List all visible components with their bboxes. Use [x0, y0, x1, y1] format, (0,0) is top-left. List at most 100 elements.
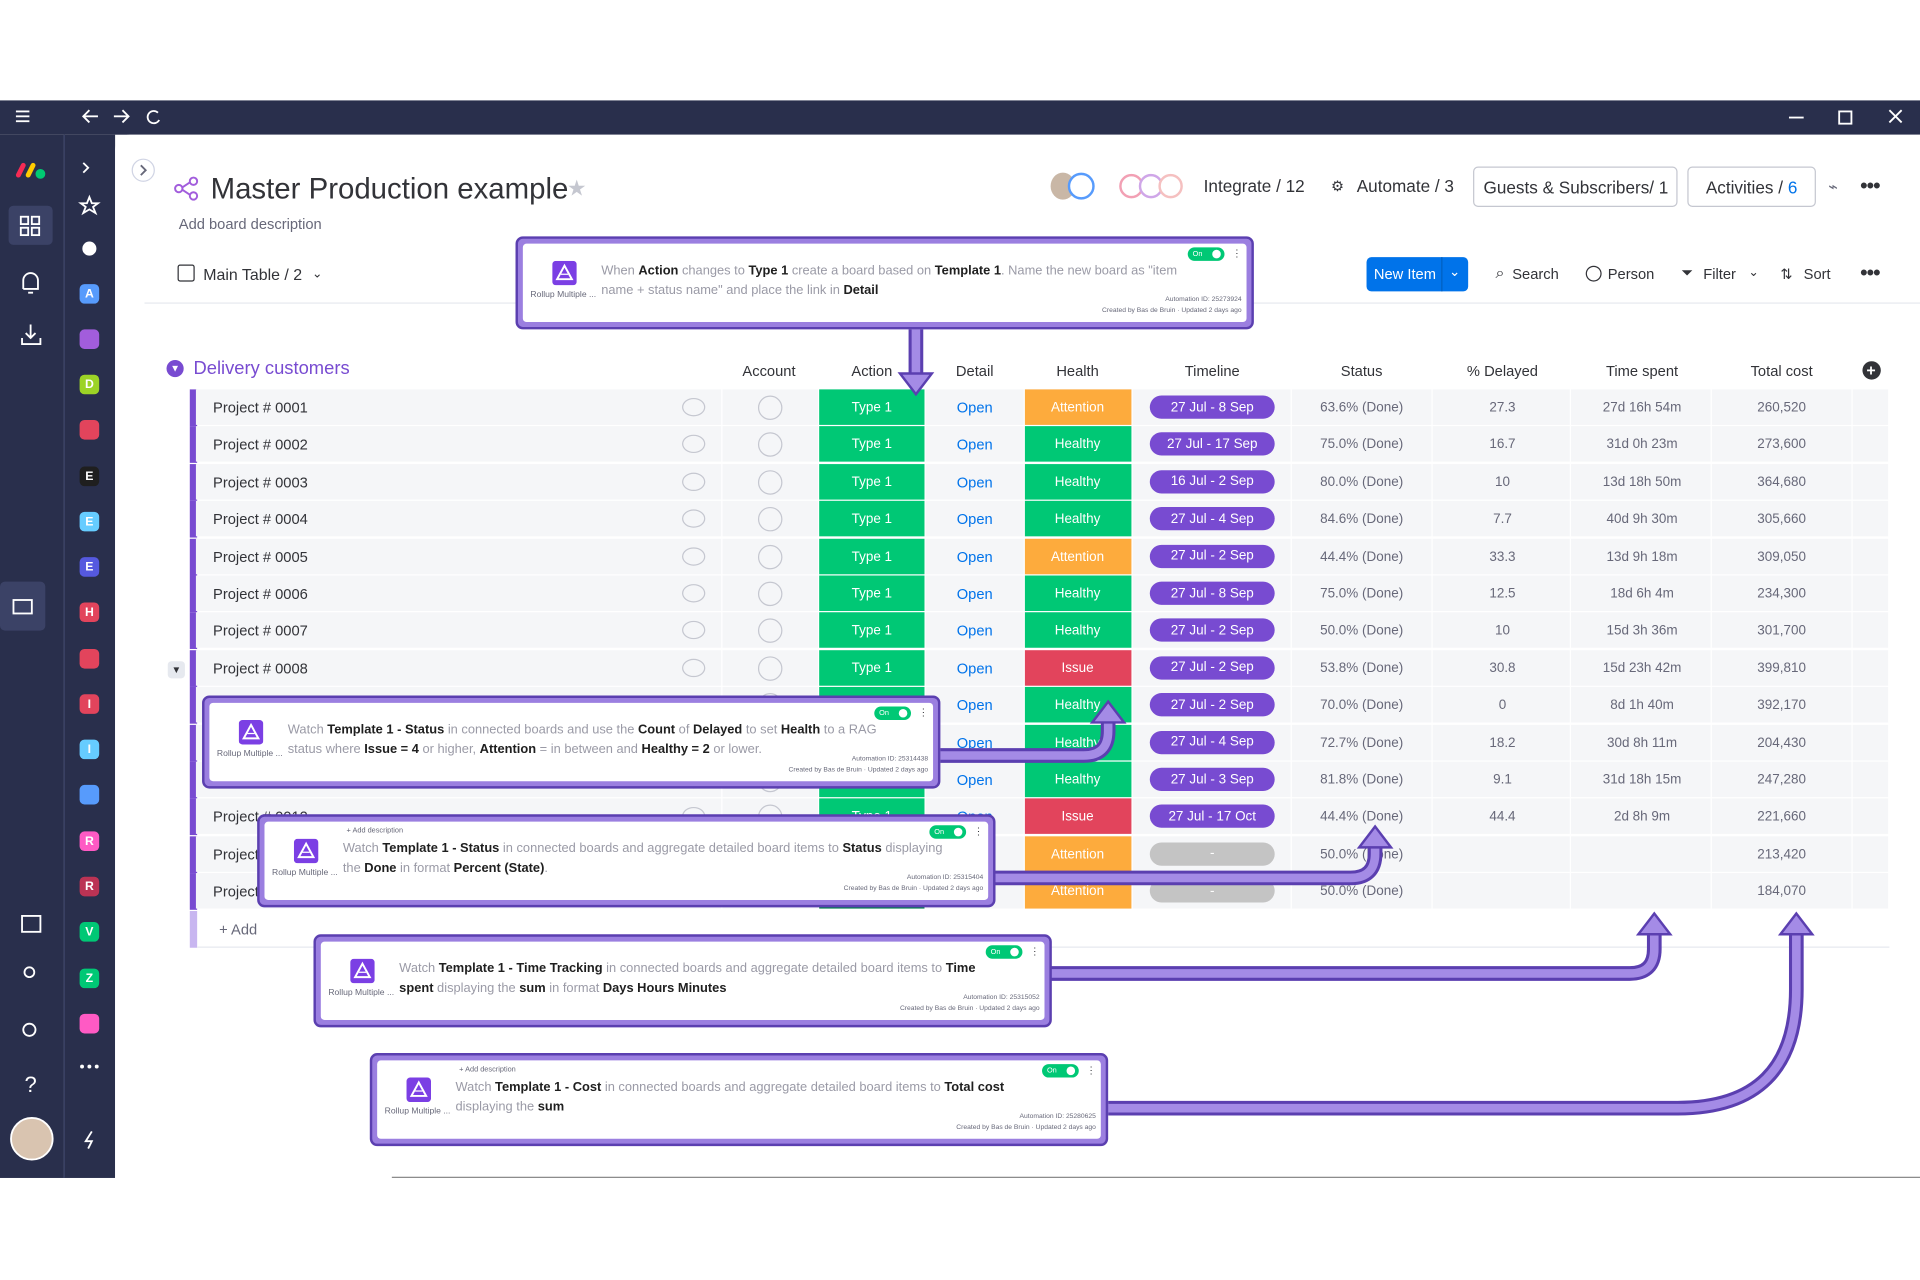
action-cell[interactable]: [819, 501, 925, 537]
detail-link[interactable]: Open: [956, 548, 993, 566]
health-label[interactable]: Attention: [1050, 549, 1105, 564]
status-text[interactable]: 72.7% (Done): [1320, 735, 1404, 751]
health-label[interactable]: Issue: [1061, 660, 1094, 676]
timeline-pill[interactable]: -: [1149, 842, 1275, 866]
status-text[interactable]: 50.0% (Done): [1320, 884, 1404, 900]
health-cell[interactable]: [1024, 612, 1132, 649]
account-avatar[interactable]: [757, 618, 783, 644]
item-name[interactable]: Project # 0008: [213, 659, 308, 677]
item-name[interactable]: Project # 0002: [213, 436, 308, 454]
item-name[interactable]: Project # 0005: [213, 548, 308, 566]
forward-icon[interactable]: [113, 109, 130, 124]
update-icon[interactable]: [682, 621, 706, 640]
action-cell[interactable]: [819, 426, 925, 463]
detail-link[interactable]: Open: [956, 399, 993, 417]
timeline-pill[interactable]: 27 Jul - 17 Oct: [1149, 804, 1275, 829]
health-label[interactable]: Issue: [1061, 809, 1094, 825]
person-icon[interactable]: [1585, 265, 1602, 282]
table-row[interactable]: [189, 463, 1890, 501]
timeline-pill[interactable]: 27 Jul - 2 Sep: [1149, 656, 1275, 680]
status-text[interactable]: 75.0% (Done): [1320, 437, 1404, 453]
filter-chevron[interactable]: ⌄: [1748, 266, 1759, 280]
health-cell[interactable]: [1024, 463, 1132, 500]
workspace-icon[interactable]: E: [79, 557, 100, 577]
search-icon[interactable]: [22, 1022, 37, 1037]
action-cell[interactable]: [819, 575, 925, 612]
favorite-star[interactable]: ★: [566, 175, 587, 201]
card-menu[interactable]: ⋮: [1086, 1064, 1096, 1076]
toggle[interactable]: On: [874, 706, 912, 721]
board-menu[interactable]: •••: [1860, 173, 1881, 198]
action-label[interactable]: Type 1: [851, 512, 893, 527]
status-text[interactable]: 44.4% (Done): [1320, 549, 1404, 564]
status-text[interactable]: 53.8% (Done): [1320, 660, 1404, 676]
card-menu[interactable]: ⋮: [918, 707, 929, 719]
update-icon[interactable]: [682, 658, 706, 677]
item-name[interactable]: Project # 0006: [213, 585, 308, 603]
health-label[interactable]: Healthy: [1054, 437, 1101, 453]
home-icon[interactable]: [8, 205, 53, 245]
action-cell[interactable]: [819, 463, 925, 500]
ws-icon-shield[interactable]: [79, 648, 100, 669]
action-cell[interactable]: [819, 612, 925, 649]
column-header[interactable]: Health: [1056, 362, 1099, 380]
sort-button[interactable]: Sort: [1803, 265, 1831, 283]
workspace-icon[interactable]: V: [79, 922, 100, 942]
toggle[interactable]: On: [929, 825, 967, 839]
workspace-icon[interactable]: I: [79, 739, 100, 760]
health-label[interactable]: Attention: [1050, 847, 1105, 862]
avatar[interactable]: [10, 1117, 54, 1161]
view-tab[interactable]: Main Table / 2: [203, 265, 303, 284]
timeline-pill[interactable]: 27 Jul - 2 Sep: [1149, 618, 1275, 643]
update-icon[interactable]: [682, 584, 706, 603]
new-item-button[interactable]: New Item ⌄: [1366, 257, 1469, 292]
automation-card[interactable]: Rollup Multiple ... + Add description Watc…: [369, 1053, 1109, 1147]
update-icon[interactable]: [682, 546, 706, 566]
update-icon[interactable]: [682, 397, 706, 417]
health-cell[interactable]: [1024, 538, 1132, 574]
workspace-icon[interactable]: R: [79, 831, 100, 852]
health-cell[interactable]: [1024, 761, 1132, 798]
item-name[interactable]: Project #: [213, 883, 272, 901]
health-cell[interactable]: [1024, 649, 1132, 686]
health-label[interactable]: Healthy: [1054, 474, 1101, 490]
table-row[interactable]: [189, 612, 1890, 650]
close-icon[interactable]: [1888, 109, 1903, 124]
health-label[interactable]: Healthy: [1054, 586, 1101, 602]
detail-link[interactable]: Open: [956, 696, 993, 715]
health-label[interactable]: Attention: [1050, 884, 1105, 900]
health-cell[interactable]: [1024, 501, 1132, 537]
detail-link[interactable]: Open: [956, 771, 993, 789]
board-description[interactable]: Add board description: [178, 215, 322, 233]
workspace-icon[interactable]: I: [79, 694, 100, 714]
search-button[interactable]: Search: [1512, 265, 1559, 283]
filter-icon[interactable]: ⏷: [1681, 263, 1694, 282]
inbox-icon[interactable]: [21, 324, 42, 346]
status-text[interactable]: 80.0% (Done): [1320, 474, 1404, 490]
back-icon[interactable]: [81, 109, 98, 124]
action-label[interactable]: Type 1: [851, 549, 893, 564]
table-row[interactable]: [189, 389, 1890, 427]
new-item-chevron[interactable]: ⌄: [1449, 265, 1461, 280]
add-description[interactable]: + Add description: [459, 1066, 516, 1074]
group-collapse[interactable]: [166, 360, 184, 378]
settings-icon[interactable]: [82, 241, 97, 256]
status-text[interactable]: 50.0% (Done): [1320, 847, 1404, 862]
account-avatar[interactable]: [757, 581, 783, 607]
action-label[interactable]: Type 1: [851, 586, 893, 602]
update-icon[interactable]: [682, 435, 706, 454]
timeline-pill[interactable]: 27 Jul - 2 Sep: [1149, 693, 1275, 717]
share-icon[interactable]: [173, 175, 200, 202]
detail-link[interactable]: Open: [956, 510, 993, 528]
health-label[interactable]: Attention: [1050, 400, 1105, 416]
timeline-pill[interactable]: -: [1149, 879, 1275, 903]
action-label[interactable]: Type 1: [851, 660, 893, 676]
health-label[interactable]: Healthy: [1054, 698, 1101, 713]
timeline-pill[interactable]: 27 Jul - 8 Sep: [1149, 581, 1275, 605]
automation-card[interactable]: Rollup Multiple ... Watch Template 1 - St…: [202, 695, 941, 789]
bolt-icon[interactable]: [84, 1130, 94, 1149]
health-cell[interactable]: [1024, 389, 1132, 425]
detail-link[interactable]: Open: [956, 734, 993, 752]
column-header[interactable]: Total cost: [1750, 362, 1813, 380]
health-cell[interactable]: [1024, 426, 1132, 463]
